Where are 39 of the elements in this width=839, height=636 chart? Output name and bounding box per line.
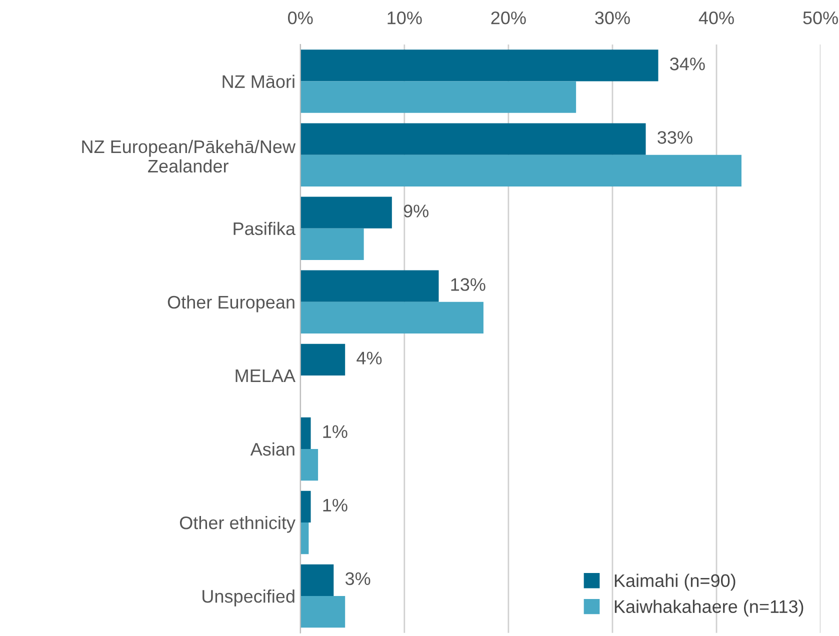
x-tick-label: 50%: [803, 12, 838, 24]
bar: [300, 448, 318, 481]
x-tick-label: 40%: [698, 12, 734, 24]
x-tick-label: 30%: [595, 12, 630, 24]
bar: [300, 196, 392, 228]
bar: [300, 123, 646, 155]
bar: [300, 302, 484, 334]
bar: [300, 344, 346, 376]
x-tick-label: 20%: [491, 12, 526, 24]
y-tick-label: NZ European/Pākehā/New Zealander: [82, 140, 296, 173]
bar: [300, 154, 742, 186]
y-tick-label: Pasifika: [234, 222, 296, 236]
data-label: 1%: [323, 425, 348, 438]
data-label: 3%: [345, 572, 370, 586]
legend-label: Kaiwhakahaere (n=113): [614, 600, 804, 617]
data-label: 9%: [404, 204, 428, 218]
data-label: 34%: [670, 58, 705, 70]
bar: [300, 417, 311, 449]
y-tick-label: Asian: [250, 442, 294, 456]
legend-label: Kaimahi (n=90): [614, 574, 736, 591]
bar: [300, 228, 364, 260]
data-label: 13%: [451, 278, 486, 291]
y-tick-label: Other European: [168, 295, 294, 312]
bar: [300, 50, 658, 82]
bar: [300, 596, 346, 628]
bar: [300, 270, 439, 302]
y-tick-label: Unspecified: [202, 590, 294, 606]
x-tick-label: 10%: [388, 12, 422, 24]
bar: [300, 81, 576, 113]
y-tick-label: MELAA: [236, 370, 296, 382]
data-label: 33%: [658, 131, 692, 144]
y-tick-label: Other ethnicity: [180, 516, 296, 533]
bar: [300, 564, 334, 596]
data-label: 1%: [323, 498, 348, 512]
y-tick-label: NZ Māori: [222, 74, 294, 88]
data-label: 4%: [356, 352, 382, 364]
bar: [300, 490, 311, 523]
x-tick-label: 0%: [288, 12, 313, 24]
bar: [300, 522, 309, 554]
